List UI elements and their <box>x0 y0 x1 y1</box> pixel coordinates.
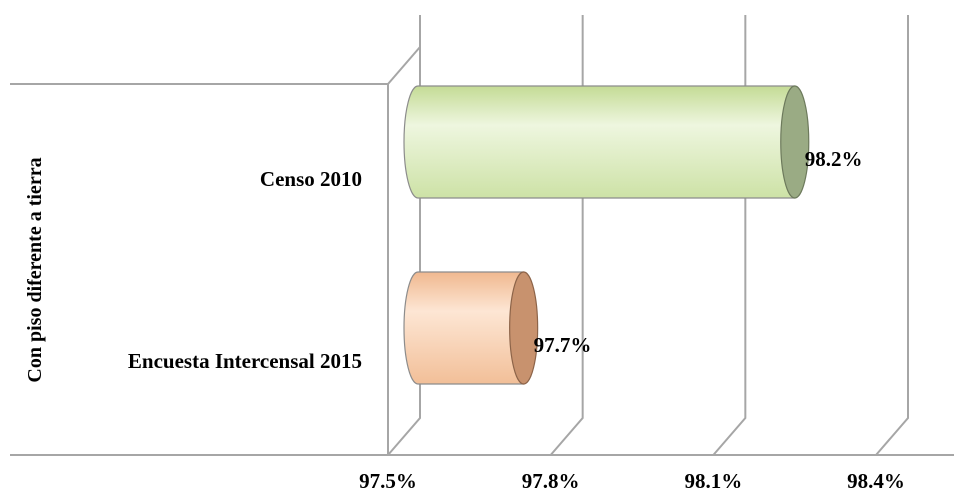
bar <box>403 85 810 199</box>
gridline <box>549 15 584 456</box>
gridline <box>875 15 909 456</box>
category-label: Encuesta Intercensal 2015 <box>128 349 362 373</box>
x-tick-label: 98.4% <box>847 469 905 493</box>
category-axis-line <box>10 83 389 455</box>
group-label: Con piso diferente a tierra <box>24 157 46 382</box>
category-axis-back-line <box>387 46 421 85</box>
bar <box>403 271 539 385</box>
data-label: 97.7% <box>534 333 592 357</box>
category-label: Censo 2010 <box>260 167 362 191</box>
x-tick-label: 98.1% <box>684 469 742 493</box>
x-tick-label: 97.8% <box>522 469 580 493</box>
gridlines <box>387 15 909 456</box>
bar-body <box>403 271 525 385</box>
x-tick-label: 97.5% <box>359 469 417 493</box>
bar-body <box>403 85 796 199</box>
x-tick-labels: 97.5% 97.8% 98.1% 98.4% <box>359 469 905 493</box>
bar-end-cap <box>780 85 810 199</box>
data-labels: 98.2% 97.7% <box>534 147 863 357</box>
category-labels: Censo 2010 Encuesta Intercensal 2015 <box>128 167 362 373</box>
bar-end-cap <box>509 271 539 385</box>
data-label: 98.2% <box>805 147 863 171</box>
gridline <box>387 15 421 456</box>
bars <box>403 85 810 385</box>
gridline <box>712 15 747 456</box>
